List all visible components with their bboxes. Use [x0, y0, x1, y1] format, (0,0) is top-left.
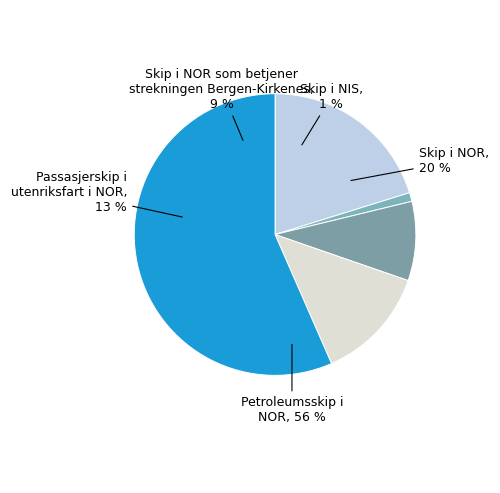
Wedge shape: [275, 193, 412, 235]
Text: Skip i NIS,
1 %: Skip i NIS, 1 %: [300, 83, 363, 145]
Text: Petroleumsskip i
NOR, 56 %: Petroleumsskip i NOR, 56 %: [240, 344, 343, 424]
Wedge shape: [275, 201, 416, 281]
Wedge shape: [134, 94, 332, 375]
Text: Skip i NOR,
20 %: Skip i NOR, 20 %: [351, 147, 489, 180]
Wedge shape: [275, 235, 408, 363]
Text: Skip i NOR som betjener
strekningen Bergen-Kirkenes,
9 %: Skip i NOR som betjener strekningen Berg…: [129, 68, 314, 141]
Wedge shape: [275, 94, 409, 235]
Text: Passasjerskip i
utenriksfart i NOR,
13 %: Passasjerskip i utenriksfart i NOR, 13 %: [10, 171, 182, 217]
